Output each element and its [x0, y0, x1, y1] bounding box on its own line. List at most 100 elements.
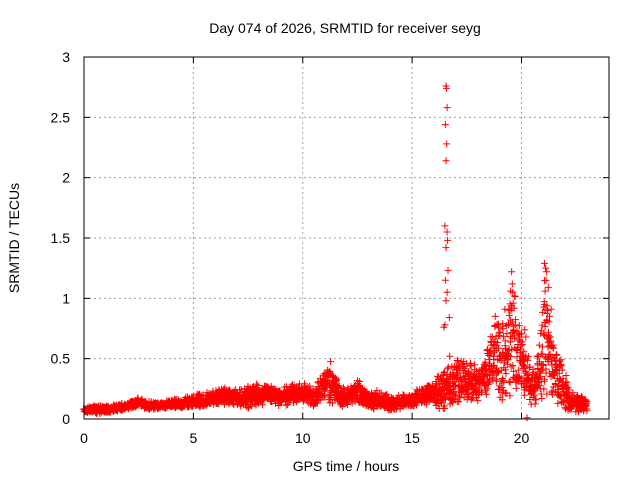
data-point	[443, 371, 451, 379]
data-point	[501, 389, 509, 397]
data-point	[491, 348, 499, 356]
data-point	[509, 288, 517, 296]
data-point	[493, 321, 501, 329]
data-point	[529, 365, 537, 373]
data-point	[537, 372, 545, 380]
data-point	[545, 312, 553, 320]
data-point	[503, 330, 511, 338]
data-point	[539, 361, 547, 369]
data-point	[509, 362, 517, 370]
data-point	[442, 157, 450, 165]
data-point	[542, 276, 550, 284]
data-point	[499, 325, 507, 333]
data-point	[478, 388, 486, 396]
data-point	[505, 377, 513, 385]
data-point	[520, 347, 528, 355]
data-point	[532, 383, 540, 391]
data-point	[521, 326, 529, 334]
data-point	[532, 396, 540, 404]
data-point	[493, 338, 501, 346]
x-axis-label: GPS time / hours	[293, 458, 400, 474]
data-point	[544, 306, 552, 314]
data-point	[554, 399, 562, 407]
data-point	[332, 378, 340, 386]
data-point	[440, 369, 448, 377]
y-tick-label: 2	[62, 170, 70, 186]
data-point	[547, 357, 555, 365]
data-point	[443, 228, 451, 236]
data-point	[506, 333, 514, 341]
x-axis-ticks: 0 5 10 15 20	[80, 57, 529, 446]
data-point	[433, 381, 441, 389]
data-point	[520, 391, 528, 399]
data-point	[517, 329, 525, 337]
data-point	[321, 392, 329, 400]
data-point	[442, 84, 450, 92]
x-tick-label: 10	[295, 430, 311, 446]
y-tick-label: 3	[62, 49, 70, 65]
data-point	[508, 280, 516, 288]
data-point	[332, 376, 340, 384]
data-point	[577, 393, 585, 401]
data-point	[501, 337, 509, 345]
data-point	[483, 385, 491, 393]
data-point	[494, 344, 502, 352]
data-point	[522, 333, 530, 341]
data-point	[540, 385, 548, 393]
data-point	[583, 407, 591, 415]
data-point	[517, 342, 525, 350]
data-point	[535, 341, 543, 349]
data-point	[450, 388, 458, 396]
data-point	[443, 104, 451, 112]
data-point	[501, 305, 509, 313]
data-points	[80, 82, 591, 422]
y-tick-label: 1	[62, 290, 70, 306]
data-point	[512, 316, 520, 324]
y-tick-label: 2.5	[51, 109, 71, 125]
data-point	[530, 391, 538, 399]
data-point	[501, 366, 509, 374]
data-point	[444, 236, 452, 244]
data-point	[531, 400, 539, 408]
data-point	[483, 371, 491, 379]
data-point	[486, 351, 494, 359]
data-point	[557, 361, 565, 369]
data-point	[507, 363, 515, 371]
data-point	[551, 371, 559, 379]
data-point	[550, 370, 558, 378]
data-point	[544, 283, 552, 291]
data-point	[555, 369, 563, 377]
data-point	[510, 304, 518, 312]
data-point	[443, 140, 451, 148]
data-point	[443, 288, 451, 296]
data-point	[523, 356, 531, 364]
y-tick-label: 0.5	[51, 351, 71, 367]
data-point	[566, 405, 574, 413]
data-point	[544, 331, 552, 339]
data-point	[508, 268, 516, 276]
y-axis-label: SRMTID / TECUs	[6, 183, 22, 293]
data-point	[546, 350, 554, 358]
data-point	[460, 358, 468, 366]
data-point	[503, 360, 511, 368]
y-tick-label: 0	[62, 411, 70, 427]
data-point	[509, 328, 517, 336]
data-point	[484, 381, 492, 389]
data-point	[514, 344, 522, 352]
data-point	[422, 400, 430, 408]
data-point	[553, 350, 561, 358]
data-point	[540, 300, 548, 308]
data-point	[482, 390, 490, 398]
data-point	[515, 366, 523, 374]
data-point	[489, 333, 497, 341]
data-point	[542, 264, 550, 272]
data-point	[512, 384, 520, 392]
data-point	[445, 314, 453, 322]
data-point	[498, 396, 506, 404]
data-point	[467, 362, 475, 370]
data-point	[515, 322, 523, 330]
data-point	[511, 293, 519, 301]
data-point	[552, 351, 560, 359]
data-point	[440, 395, 448, 403]
